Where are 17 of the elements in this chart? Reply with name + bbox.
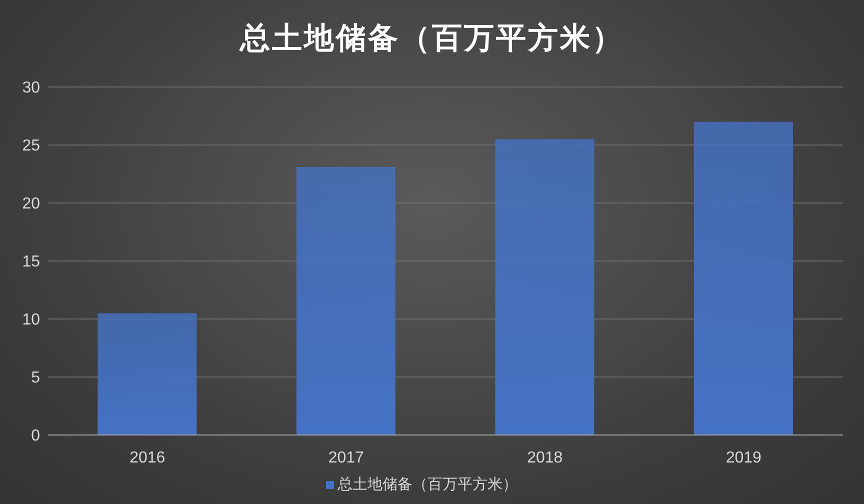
x-tick-label: 2016 — [130, 449, 166, 466]
x-tick-label: 2019 — [726, 449, 762, 466]
y-tick-label: 5 — [31, 370, 40, 387]
chart-title: 总土地储备（百万平方米） — [238, 20, 625, 58]
y-tick-label: 10 — [22, 312, 40, 329]
bar — [98, 313, 197, 435]
y-tick-label: 30 — [22, 80, 40, 97]
y-tick-label: 25 — [22, 138, 40, 155]
bar — [694, 122, 793, 435]
x-tick-label: 2017 — [328, 449, 364, 466]
y-tick-label: 15 — [22, 254, 40, 271]
bar — [296, 167, 396, 435]
y-tick-label: 0 — [31, 428, 40, 445]
x-tick-label: 2018 — [527, 449, 563, 466]
bar — [495, 139, 594, 435]
legend-label: 总土地储备（百万平方米） — [336, 475, 518, 494]
y-tick-label: 20 — [22, 196, 40, 213]
